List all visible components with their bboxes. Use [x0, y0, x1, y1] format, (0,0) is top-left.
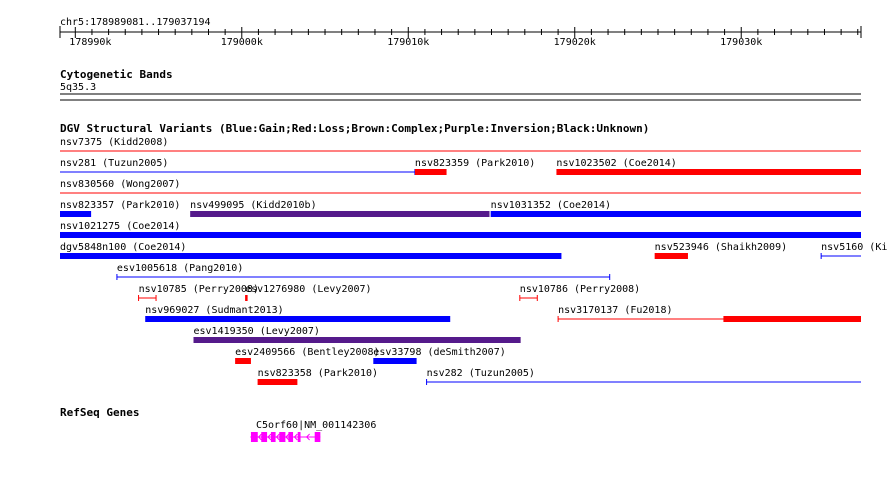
dgv-feature-bar [245, 295, 248, 301]
dgv-feature[interactable]: esv1419350 (Levy2007) [193, 326, 521, 343]
dgv-feature[interactable]: nsv3170137 (Fu2018) [557, 305, 861, 322]
dgv-feature-bar [654, 253, 688, 259]
dgv-features: nsv7375 (Kidd2008) nsv281 (Tuzun2005) nsv8… [60, 137, 887, 385]
gene-exon [288, 432, 294, 442]
gene-exon [314, 432, 321, 442]
ruler-tick-label: 179010k [387, 37, 429, 48]
dgv-feature-bar [373, 358, 417, 364]
dgv-feature-label: nsv523946 (Shaikh2009) [655, 242, 787, 253]
ruler-track: chr5:178989081..179037194 178990k 179000k… [59, 17, 862, 48]
dgv-feature-bar [193, 337, 521, 343]
dgv-feature-label: nsv830560 (Wong2007) [60, 179, 180, 190]
dgv-feature-label: nsv1023502 (Coe2014) [556, 158, 676, 169]
dgv-feature[interactable]: nsv7375 (Kidd2008) [60, 137, 861, 152]
dgv-feature-label: nsv10785 (Perry2008) [139, 284, 259, 295]
intron-chevron-icon [257, 433, 262, 441]
dgv-feature[interactable]: nsv10786 (Perry2008) [519, 284, 640, 301]
refseq-gene[interactable]: C5orf60|NM_001142306 [249, 420, 376, 442]
dgv-feature[interactable]: esv1005618 (Pang2010) [116, 263, 611, 280]
dgv-feature-label: esv2409566 (Bentley2008) [235, 347, 380, 358]
dgv-feature-label: esv33798 (deSmith2007) [373, 347, 505, 358]
dgv-feature-bar [60, 211, 92, 217]
dgv-feature-bar [490, 211, 861, 217]
dgv-track: DGV Structural Variants (Blue:Gain;Red:L… [60, 122, 887, 385]
gene-exon [261, 432, 268, 442]
dgv-feature-bar [556, 169, 861, 175]
dgv-feature[interactable]: esv1276980 (Levy2007) [245, 284, 372, 301]
dgv-feature-label: nsv823359 (Park2010) [415, 158, 535, 169]
gene-exon [297, 432, 301, 442]
dgv-feature[interactable]: nsv823359 (Park2010) [414, 158, 535, 175]
dgv-feature-label: nsv823357 (Park2010) [60, 200, 180, 211]
dgv-feature[interactable]: nsv1031352 (Coe2014) [490, 200, 861, 217]
cytoband-label: 5q35.3 [60, 82, 96, 93]
dgv-feature-bar [60, 232, 861, 238]
refseq-title: RefSeq Genes [60, 406, 139, 419]
dgv-feature-label: nsv1021275 (Coe2014) [60, 221, 180, 232]
dgv-feature-label: nsv10786 (Perry2008) [520, 284, 640, 295]
gene-exon [270, 432, 276, 442]
intron-chevron-icon [285, 433, 290, 441]
dgv-feature-label: nsv281 (Tuzun2005) [60, 158, 168, 169]
refseq-track: RefSeq Genes C5orf60|NM_001142306 [60, 406, 376, 442]
dgv-feature[interactable]: dgv5848n100 (Coe2014) [60, 242, 562, 259]
dgv-feature-bar [60, 253, 562, 259]
intron-chevron-icon [275, 433, 280, 441]
dgv-feature[interactable]: nsv10785 (Perry2008) [138, 284, 259, 301]
dgv-feature-label: nsv969027 (Sudmant2013) [145, 305, 283, 316]
cytoband-title: Cytogenetic Bands [60, 68, 173, 81]
dgv-feature-label: esv1005618 (Pang2010) [117, 263, 243, 274]
dgv-feature[interactable]: nsv523946 (Shaikh2009) [654, 242, 787, 259]
dgv-feature-label: dgv5848n100 (Coe2014) [60, 242, 186, 253]
dgv-feature-bar [235, 358, 251, 364]
dgv-feature-label: nsv7375 (Kidd2008) [60, 137, 168, 148]
dgv-feature-bar [723, 316, 861, 322]
intron-chevron-icon [293, 433, 298, 441]
dgv-feature-label: nsv1031352 (Coe2014) [491, 200, 611, 211]
dgv-feature-label: esv1419350 (Levy2007) [194, 326, 320, 337]
dgv-feature-bar [145, 316, 451, 322]
dgv-feature[interactable]: nsv282 (Tuzun2005) [426, 368, 861, 385]
dgv-feature-label: nsv499095 (Kidd2010b) [190, 200, 316, 211]
intron-chevron-icon [267, 433, 272, 441]
dgv-feature[interactable]: nsv1021275 (Coe2014) [60, 221, 861, 238]
gene-label: C5orf60|NM_001142306 [256, 420, 376, 431]
dgv-feature[interactable]: nsv281 (Tuzun2005) [60, 158, 416, 175]
cytoband-track[interactable]: Cytogenetic Bands 5q35.3 [60, 68, 861, 101]
dgv-title: DGV Structural Variants (Blue:Gain;Red:L… [60, 122, 649, 135]
dgv-feature-bar [257, 379, 298, 385]
dgv-feature-bar [414, 169, 447, 175]
dgv-feature-label: esv1276980 (Levy2007) [245, 284, 371, 295]
dgv-feature-label: nsv5160 (Ki [821, 242, 887, 253]
dgv-feature[interactable]: nsv969027 (Sudmant2013) [145, 305, 451, 322]
ruler-tick-label: 178990k [69, 37, 111, 48]
intron-chevron-icon [305, 433, 310, 441]
dgv-feature[interactable]: nsv5160 (Ki [820, 242, 887, 259]
gene-exon [250, 432, 258, 442]
locus-label: chr5:178989081..179037194 [60, 17, 211, 28]
ruler-ticks: 178990k 179000k 179010k 179020k 179030k [69, 27, 762, 48]
ruler-tick-label: 179030k [720, 37, 762, 48]
dgv-feature[interactable]: nsv823358 (Park2010) [257, 368, 378, 385]
dgv-feature-label: nsv3170137 (Fu2018) [558, 305, 672, 316]
dgv-feature[interactable]: esv33798 (deSmith2007) [373, 347, 506, 364]
dgv-feature[interactable]: nsv823357 (Park2010) [60, 200, 180, 217]
gene-exon [279, 432, 286, 442]
dgv-feature-bar [190, 211, 490, 217]
dgv-feature[interactable]: nsv499095 (Kidd2010b) [190, 200, 490, 217]
dgv-feature[interactable]: nsv830560 (Wong2007) [60, 179, 861, 194]
dgv-feature[interactable]: nsv1023502 (Coe2014) [556, 158, 861, 175]
ruler-minor-ticks [91, 29, 859, 35]
dgv-feature-label: nsv823358 (Park2010) [258, 368, 378, 379]
ruler-tick-label: 179000k [221, 37, 263, 48]
dgv-feature-label: nsv282 (Tuzun2005) [427, 368, 535, 379]
dgv-feature[interactable]: esv2409566 (Bentley2008) [235, 347, 380, 364]
ruler-tick-label: 179020k [554, 37, 596, 48]
